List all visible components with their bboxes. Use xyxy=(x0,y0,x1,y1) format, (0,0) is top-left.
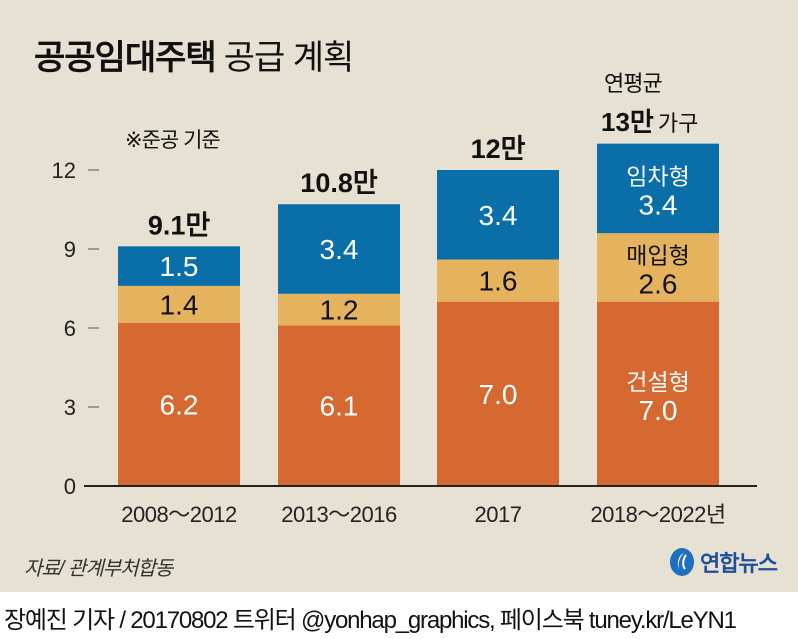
data-label: 3.4 xyxy=(479,200,518,231)
series-inline-label: 매입형 xyxy=(626,242,689,268)
title-bold: 공공임대주택 xyxy=(34,39,217,77)
bar-segment xyxy=(597,301,719,486)
bar-segment xyxy=(437,259,559,302)
x-tick-label: 2008～2012 xyxy=(121,502,237,527)
bar-segment xyxy=(597,143,719,234)
title-light: 공급 계획 xyxy=(223,39,355,77)
data-label: 1.5 xyxy=(160,251,199,282)
yonhap-logo-text: 연합뉴스 xyxy=(700,551,778,576)
y-tick-label: 3 xyxy=(64,395,76,420)
yonhap-logo: 연합뉴스 xyxy=(668,546,778,578)
chart-title: 공공임대주택 공급 계획 xyxy=(34,30,355,79)
series-inline-label: 건설형 xyxy=(626,369,689,395)
data-label: 3.4 xyxy=(639,189,678,220)
credit-line: 장예진 기자 / 20170802 트위터 @yonhap_graphics, … xyxy=(4,607,737,634)
annual-average-value: 13만 가구 xyxy=(601,102,698,139)
data-label: 1.6 xyxy=(479,266,518,297)
stacked-bar-chart: 0 3 6 9 12 6.2 1.4 1.5 9.1만 2008～2012 6.1 1.2 3.4 10.… xyxy=(52,134,757,527)
data-label: 1.2 xyxy=(320,295,359,326)
x-tick-label: 2018～2022년 xyxy=(590,502,725,527)
data-label: 6.2 xyxy=(160,389,199,420)
bar-segment xyxy=(118,285,240,323)
y-tick-label: 0 xyxy=(64,474,76,499)
bar-segment xyxy=(278,325,400,486)
y-tick-label: 12 xyxy=(52,158,76,183)
basis-note: ※준공 기준 xyxy=(125,129,221,152)
y-tick-label: 6 xyxy=(64,316,76,341)
total-label: 12만 xyxy=(471,134,526,164)
y-tick-label: 9 xyxy=(64,237,76,262)
bar-segment xyxy=(437,301,559,486)
yonhap-logo-icon xyxy=(670,548,694,576)
bar-segment xyxy=(278,293,400,326)
source-note: 자료/ 관계부처합동 xyxy=(24,558,173,580)
annual-average-label: 연평균 xyxy=(604,71,663,96)
annual-average-unit: 가구 xyxy=(657,111,699,136)
series-inline-label: 임차형 xyxy=(626,163,689,189)
bar-segment xyxy=(118,246,240,286)
bar-segment xyxy=(437,170,559,260)
data-label: 1.4 xyxy=(160,289,199,320)
data-label: 6.1 xyxy=(320,391,359,422)
data-label: 2.6 xyxy=(639,268,678,299)
total-label: 9.1만 xyxy=(148,210,211,240)
bar-segment xyxy=(278,204,400,294)
bar-segment xyxy=(597,233,719,302)
annual-average-number: 13만 xyxy=(601,107,654,137)
bar-segment xyxy=(118,322,240,486)
x-tick-label: 2013～2016 xyxy=(281,502,397,527)
data-label: 7.0 xyxy=(479,379,518,410)
data-label: 3.4 xyxy=(320,234,359,265)
total-label: 10.8만 xyxy=(300,168,378,198)
data-label: 7.0 xyxy=(639,395,678,426)
x-tick-label: 2017 xyxy=(475,502,522,527)
